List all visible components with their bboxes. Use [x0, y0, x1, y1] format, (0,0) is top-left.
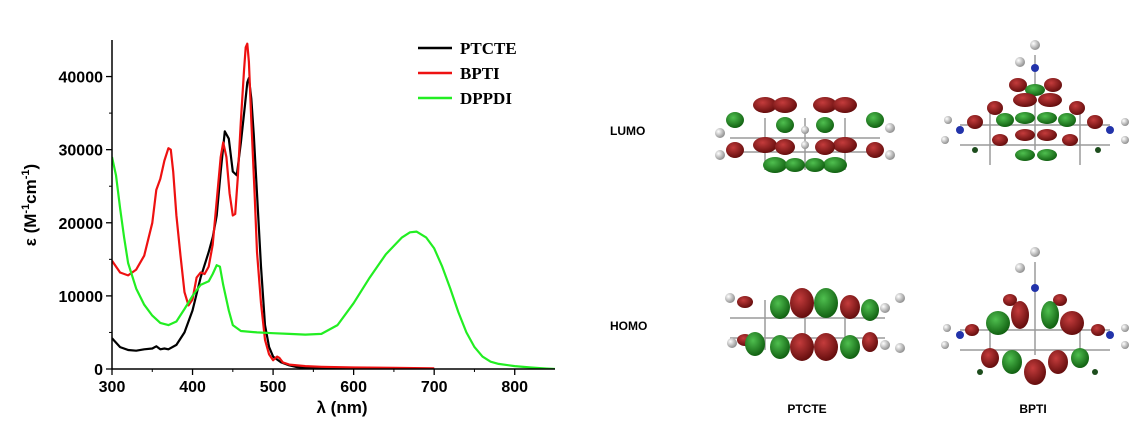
y-axis-label-exp2: -1 — [20, 169, 32, 179]
ptcte-lumo-orbital — [715, 97, 895, 173]
bpti-label: BPTI — [1019, 402, 1046, 416]
x-tick-label: 400 — [179, 379, 206, 396]
legend-label-dppdi: DPPDI — [460, 89, 512, 108]
y-axis-label-unit-cm: cm — [21, 179, 40, 204]
bpti-lumo-orbital — [941, 40, 1129, 165]
x-tick-label: 800 — [501, 379, 528, 396]
x-tick-label: 600 — [340, 379, 367, 396]
y-axis-ticks: 0 10000 20000 30000 40000 — [59, 70, 112, 379]
y-axis-label: ε (M-1cm-1) — [20, 164, 40, 246]
x-tick-label: 300 — [99, 379, 126, 396]
series-line-ptcte — [112, 76, 435, 369]
y-tick-label: 20000 — [59, 216, 104, 233]
legend-label-bpti: BPTI — [460, 64, 500, 83]
x-axis-ticks: 300 400 500 600 700 800 — [99, 369, 528, 396]
absorption-spectrum-chart: 300 400 500 600 700 800 0 10000 20000 30000 40000… — [20, 39, 555, 417]
y-tick-label: 10000 — [59, 289, 104, 306]
molecular-orbitals-figure: LUMO HOMO PTCTE BPTI — [610, 40, 1129, 416]
ptcte-label: PTCTE — [787, 402, 826, 416]
series-line-dppdi — [112, 156, 555, 369]
x-axis-label-unit: (nm) — [326, 398, 368, 417]
x-axis-label-symbol: λ — [316, 398, 326, 417]
y-axis-label-exp1: -1 — [20, 204, 32, 214]
y-axis-label-close: ) — [21, 164, 40, 170]
y-axis-label-symbol: ε — [21, 238, 40, 246]
y-tick-label: 40000 — [59, 70, 104, 87]
y-axis-label-unit-m: (M — [21, 214, 40, 234]
x-axis-label: λ (nm) — [316, 398, 367, 417]
bpti-homo-orbital — [941, 247, 1129, 385]
series-line-bpti — [112, 42, 435, 369]
legend: PTCTE BPTI DPPDI — [418, 39, 517, 108]
plot-frame — [111, 40, 555, 370]
x-tick-label: 700 — [421, 379, 448, 396]
ptcte-homo-orbital — [725, 288, 905, 361]
plot-lines — [112, 42, 555, 369]
homo-label: HOMO — [610, 319, 647, 333]
x-tick-label: 500 — [260, 379, 287, 396]
y-tick-label: 30000 — [59, 143, 104, 160]
legend-label-ptcte: PTCTE — [460, 39, 517, 58]
y-tick-label: 0 — [94, 362, 103, 379]
lumo-label: LUMO — [610, 124, 645, 138]
